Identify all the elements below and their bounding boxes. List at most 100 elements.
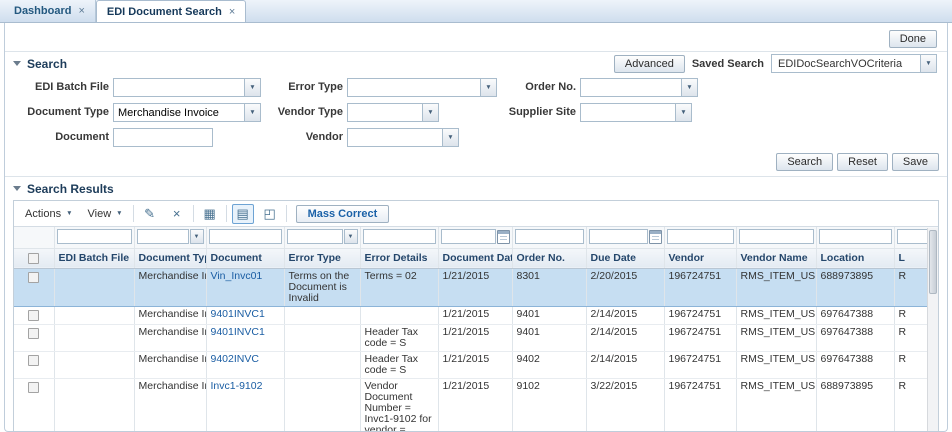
cell-error_details: Vendor Document Number = Invc1-9102 for … [360,378,439,431]
edit-icon[interactable]: ✎ [144,205,156,221]
chevron-down-icon[interactable]: ▼ [244,104,260,121]
filter-input-order_no[interactable] [514,229,584,244]
edi-batch-file-input[interactable] [113,78,261,97]
document-link[interactable]: 9402INVC [210,352,259,365]
select-all-checkbox[interactable] [28,252,40,264]
document-link[interactable]: Invc1-9102 [210,379,263,392]
supplier-site-field[interactable]: ▼ [580,103,692,122]
table-row[interactable]: Merchandise In...9401INVC1 1/21/201594012… [14,306,938,325]
done-button[interactable]: Done [888,30,937,48]
chevron-down-icon[interactable]: ▼ [422,104,438,121]
cell-vendor: 196724751 [664,324,737,352]
column-header-vendor_name[interactable]: Vendor Name [736,248,817,269]
cell-error_details: Header Tax code = S [360,351,439,379]
column-header-edi_batch_file[interactable]: EDI Batch File [54,248,135,269]
calendar-icon-document_date[interactable] [496,229,510,244]
error-type-field[interactable]: ▼ [347,78,497,97]
column-header-location[interactable]: Location [816,248,895,269]
row-checkbox[interactable] [28,354,40,366]
column-header-error_details[interactable]: Error Details [360,248,439,269]
search-header-controls: Advanced Saved Search EDIDocSearchVOCrit… [613,54,939,73]
error-type-input[interactable] [347,78,497,97]
table-row[interactable]: Merchandise In...9402INVC Header Tax code… [14,351,938,379]
supplier-site-input[interactable] [580,103,692,122]
export-to-excel-icon[interactable]: ▤ [231,203,254,224]
filter-input-document_type[interactable] [136,229,189,244]
chevron-down-icon[interactable]: ▼ [681,79,697,96]
order-no-input[interactable] [580,78,698,97]
vendor-input[interactable] [347,128,459,147]
search-button[interactable]: Search [776,153,834,171]
document-link[interactable]: Vin_Invc01 [210,269,263,282]
filter-input-error_type[interactable] [286,229,343,244]
order-no-field[interactable]: ▼ [580,78,698,97]
chevron-down-icon[interactable]: ▼ [675,104,691,121]
filter-input-document[interactable] [208,229,282,244]
actions-menu-label: Actions [25,207,62,220]
chevron-down-icon[interactable]: ▼ [480,79,496,96]
filter-input-location[interactable] [818,229,892,244]
filter-input-error_details[interactable] [362,229,436,244]
delete-icon[interactable]: × [172,206,181,221]
filter-input-edi_batch_file[interactable] [56,229,132,244]
detach-icon[interactable]: ◰ [263,205,276,221]
cell-edi_batch_file [54,306,135,325]
column-header-document_date[interactable]: Document Date [438,248,513,269]
mass-correct-button[interactable]: Mass Correct [295,204,390,223]
close-tab-icon[interactable]: × [78,5,85,17]
cell-edi_batch_file [54,351,135,379]
table-format-icon[interactable]: ▦ [203,205,216,221]
advanced-button[interactable]: Advanced [613,54,685,73]
row-checkbox[interactable] [28,309,40,321]
document-field[interactable] [113,128,213,147]
cell-vendor_name: RMS_ITEM_US... [736,324,817,352]
vendor-type-input[interactable] [347,103,439,122]
row-checkbox[interactable] [28,381,40,393]
chevron-down-icon[interactable]: ▼ [442,129,458,146]
reset-button[interactable]: Reset [837,153,888,171]
tab-edi-document-search[interactable]: EDI Document Search × [95,0,247,22]
document-input[interactable] [113,128,213,147]
collapse-triangle-icon[interactable] [13,61,21,66]
filter-input-due_date[interactable] [588,229,648,244]
filter-dropdown-icon-document_type[interactable]: ▼ [189,229,204,244]
cell-document_type: Merchandise In... [134,378,207,431]
filter-dropdown-icon-error_type[interactable]: ▼ [343,229,358,244]
filter-input-document_date[interactable] [440,229,496,244]
row-checkbox[interactable] [28,271,40,283]
filter-input-vendor[interactable] [666,229,734,244]
chevron-down-icon[interactable]: ▼ [920,55,936,72]
collapse-triangle-icon[interactable] [13,186,21,191]
vendor-type-field[interactable]: ▼ [347,103,439,122]
tab-dashboard[interactable]: Dashboard × [4,0,96,22]
document-type-input[interactable] [113,103,261,122]
filter-cell-due_date [586,227,665,249]
row-checkbox[interactable] [28,327,40,339]
vendor-field[interactable]: ▼ [347,128,459,147]
table-row[interactable]: Merchandise In...Invc1-9102 Vendor Docume… [14,378,938,431]
scrollbar-thumb[interactable] [929,230,937,294]
document-link[interactable]: 9401INVC1 [210,307,265,320]
close-tab-icon[interactable]: × [228,5,236,18]
saved-search-select[interactable]: EDIDocSearchVOCriteria ▼ [771,54,937,73]
document-type-field[interactable]: ▼ [113,103,261,122]
error-type-label: Error Type [288,81,343,93]
column-header-vendor[interactable]: Vendor [664,248,737,269]
filter-input-vendor_name[interactable] [738,229,814,244]
view-menu[interactable]: View ▼ [83,206,128,222]
column-header-order_no[interactable]: Order No. [512,248,587,269]
actions-menu[interactable]: Actions ▼ [20,206,78,222]
calendar-icon-due_date[interactable] [648,229,662,244]
save-button[interactable]: Save [891,153,939,171]
column-header-document_type[interactable]: Document Type [134,248,207,269]
table-row[interactable]: Merchandise In...9401INVC1 Header Tax cod… [14,324,938,352]
column-header-document[interactable]: Document [206,248,285,269]
column-header-error_type[interactable]: Error Type [284,248,361,269]
chevron-down-icon[interactable]: ▼ [244,79,260,96]
edi-batch-file-field[interactable]: ▼ [113,78,261,97]
vertical-scrollbar[interactable] [927,228,938,431]
cell-document: 9402INVC [206,351,285,379]
document-link[interactable]: 9401INVC1 [210,325,265,338]
column-header-due_date[interactable]: Due Date [586,248,665,269]
table-row[interactable]: Merchandise In...Vin_Invc01 Terms on the … [14,267,938,307]
